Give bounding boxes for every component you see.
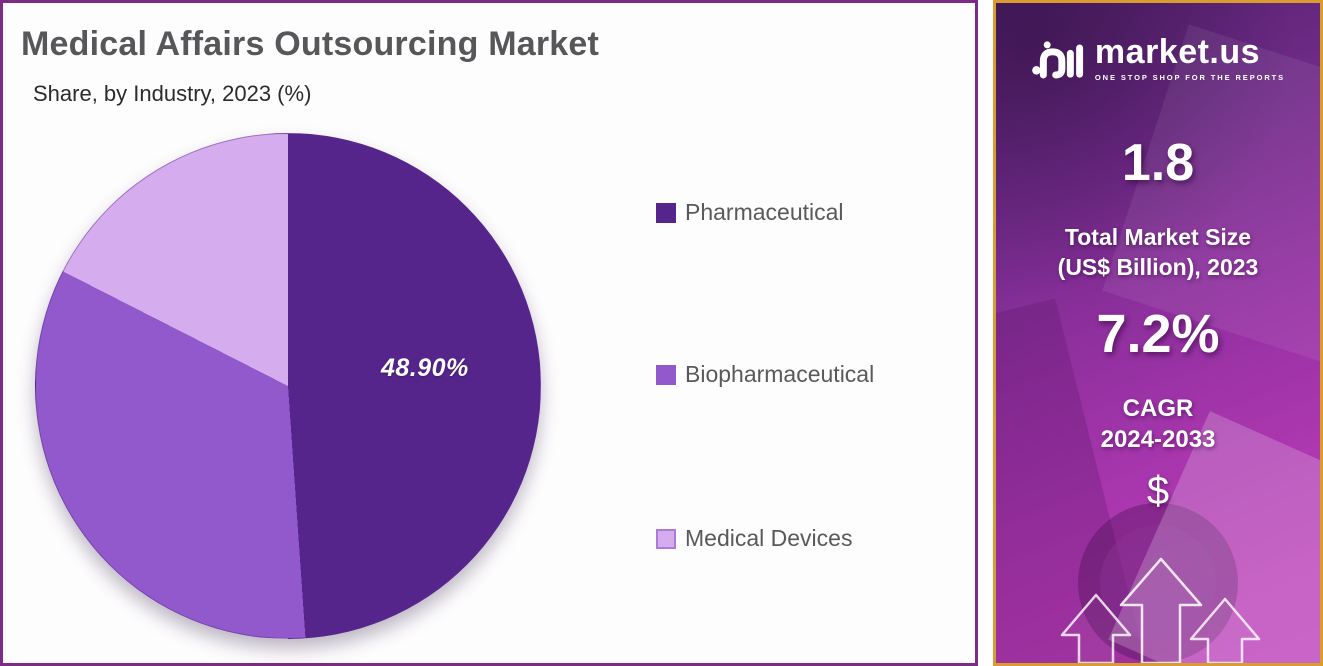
dollar-symbol: $ [1146, 469, 1170, 513]
legend-swatch-pharmaceutical-icon [656, 202, 676, 223]
chart-panel: Medical Affairs Outsourcing Market Share… [0, 0, 978, 666]
market-us-logo-icon [1032, 41, 1083, 79]
cagr-label: CAGR 2024-2033 [996, 393, 1320, 455]
market-size-label: Total Market Size (US$ Billion), 2023 [996, 223, 1320, 283]
market-size-value: 1.8 [1121, 134, 1195, 192]
legend-item-pharmaceutical: Pharmaceutical [656, 199, 844, 226]
chart-title: Medical Affairs Outsourcing Market [21, 25, 599, 63]
cagr-label-line1: CAGR [1122, 395, 1194, 422]
market-size-label-line1: Total Market Size [1064, 224, 1252, 250]
legend-label: Biopharmaceutical [685, 361, 875, 387]
pie-chart [35, 133, 541, 639]
legend-swatch-medical-devices-icon [656, 528, 676, 549]
sidebar: market.us ONE STOP SHOP FOR THE REPORTS … [993, 0, 1323, 666]
cagr-value: 7.2% [1096, 304, 1220, 364]
cagr-label-line2: 2024-2033 [1100, 426, 1216, 454]
pie-slice-data-label: 48.90% [381, 354, 469, 382]
legend-item-medical-devices: Medical Devices [656, 525, 852, 552]
logo-wordmark: market.us [1094, 32, 1261, 71]
growth-arrows-icon [1060, 557, 1261, 663]
legend-item-biopharmaceutical: Biopharmaceutical [656, 361, 874, 388]
market-size-label-line2: (US$ Billion), 2023 [1057, 253, 1259, 280]
logo-tagline: ONE STOP SHOP FOR THE REPORTS [1094, 72, 1286, 82]
chart-subtitle: Share, by Industry, 2023 (%) [33, 81, 312, 106]
legend-label: Pharmaceutical [685, 199, 844, 225]
legend-label: Medical Devices [685, 525, 853, 551]
market-us-logo: market.us ONE STOP SHOP FOR THE REPORTS [996, 33, 1320, 83]
legend-swatch-biopharmaceutical-icon [656, 364, 676, 385]
